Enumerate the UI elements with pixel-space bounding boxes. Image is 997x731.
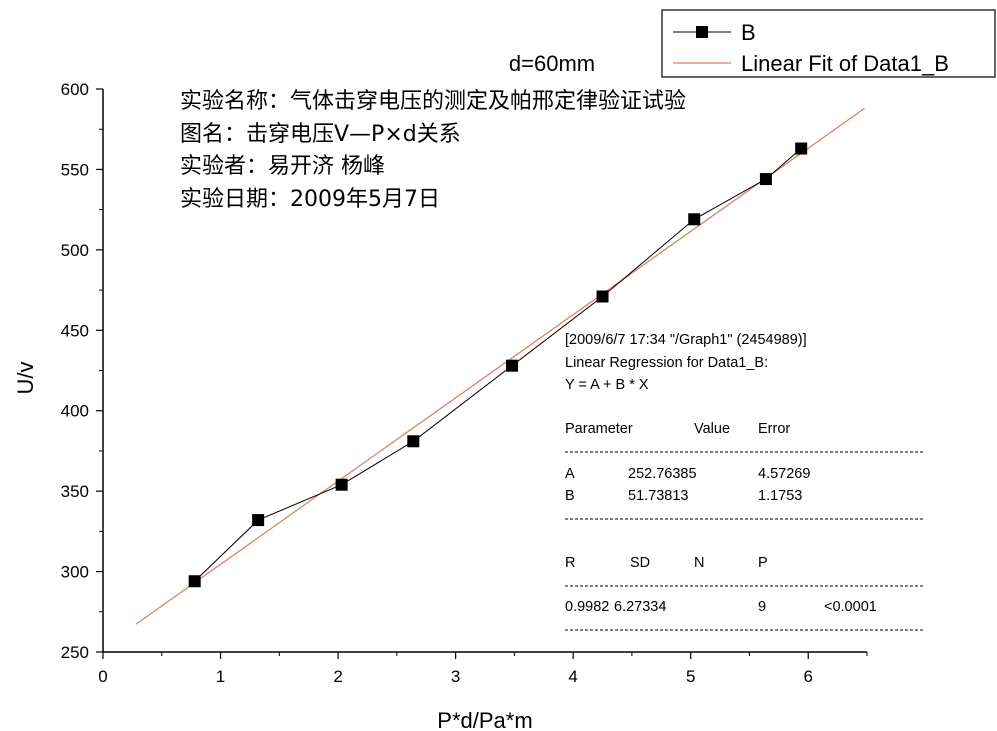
data-point — [335, 478, 348, 491]
y-axis-title: U/v — [13, 362, 38, 395]
param-b-error: 1.1753 — [758, 488, 802, 504]
y-tick-label: 500 — [61, 241, 89, 260]
stat-r: 0.9982 — [565, 599, 609, 615]
param-header-error: Error — [758, 421, 790, 437]
regression-title: Linear Regression for Data1_B: — [565, 355, 768, 371]
legend: B Linear Fit of Data1_B — [661, 9, 996, 78]
data-point — [252, 514, 265, 527]
param-b-name: B — [565, 488, 575, 504]
ticks — [96, 88, 868, 659]
y-tick-label: 350 — [61, 482, 89, 501]
data-point — [759, 173, 772, 186]
y-tick-label: 450 — [61, 321, 89, 340]
x-tick-label: 2 — [333, 667, 342, 686]
x-axis-title: P*d/Pa*m — [437, 708, 532, 731]
stat-sd: 6.27334 — [614, 599, 666, 615]
stat-p: <0.0001 — [824, 599, 877, 615]
linear-fit-line — [135, 107, 866, 625]
stat-header-p: P — [758, 555, 768, 571]
data-point — [506, 359, 519, 372]
legend-marker-b — [696, 26, 708, 38]
legend-entry-fit: Linear Fit of Data1_B — [673, 51, 949, 76]
x-tick-label: 4 — [568, 667, 577, 686]
x-tick-label: 3 — [451, 667, 460, 686]
chart-title: d=60mm — [509, 51, 595, 76]
stat-header-n: N — [694, 555, 704, 571]
annotation-line-2: 图名：击穿电压V—P×d关系 — [180, 122, 461, 147]
y-tick-label: 550 — [61, 160, 89, 179]
param-a-name: A — [565, 466, 575, 482]
x-tick-label: 5 — [686, 667, 695, 686]
param-header-parameter: Parameter — [565, 421, 633, 437]
param-b-value: 51.73813 — [628, 488, 688, 504]
x-tick-label: 6 — [803, 667, 812, 686]
regression-box: [2009/6/7 17:34 "/Graph1" (2454989)] Lin… — [565, 332, 925, 631]
data-point — [688, 213, 701, 226]
data-point — [407, 435, 420, 448]
legend-label-fit: Linear Fit of Data1_B — [741, 51, 949, 76]
annotation-line-1: 实验名称：气体击穿电压的测定及帕邢定律验证试验 — [180, 89, 686, 114]
data-point — [596, 290, 609, 303]
regression-equation: Y = A + B * X — [565, 377, 649, 393]
annotation-line-3: 实验者：易开济 杨峰 — [180, 154, 385, 179]
param-header-value: Value — [694, 421, 730, 437]
y-tick-label: 400 — [61, 402, 89, 421]
stat-header-r: R — [565, 555, 575, 571]
stat-header-sd: SD — [630, 555, 650, 571]
stat-n: 9 — [758, 599, 766, 615]
data-point — [188, 575, 201, 588]
param-a-error: 4.57269 — [758, 466, 810, 482]
annotations: 实验名称：气体击穿电压的测定及帕邢定律验证试验 图名：击穿电压V—P×d关系 实… — [180, 89, 686, 212]
x-tick-label: 0 — [98, 667, 107, 686]
x-tick-label: 1 — [216, 667, 225, 686]
series-layer — [135, 107, 866, 625]
y-tick-label: 300 — [61, 563, 89, 582]
param-a-value: 252.76385 — [628, 466, 697, 482]
y-tick-label: 600 — [61, 80, 89, 99]
legend-entry-b: B — [673, 20, 756, 45]
y-tick-label: 250 — [61, 643, 89, 662]
tick-labels: 0 1 2 3 4 5 6 250 300 350 400 450 500 550 600 — [61, 80, 813, 686]
data-point — [795, 142, 808, 155]
legend-label-b: B — [741, 20, 756, 45]
annotation-line-4: 实验日期：2009年5月7日 — [180, 187, 440, 212]
regression-header: [2009/6/7 17:34 "/Graph1" (2454989)] — [565, 332, 807, 348]
legend-box — [661, 9, 996, 78]
